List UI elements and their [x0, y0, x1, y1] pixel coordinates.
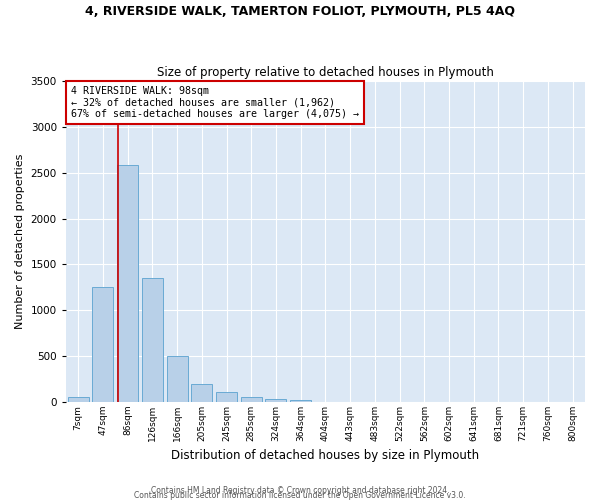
X-axis label: Distribution of detached houses by size in Plymouth: Distribution of detached houses by size …: [172, 450, 479, 462]
Bar: [117, 166, 138, 402]
Bar: [290, 400, 311, 402]
Bar: [142, 278, 163, 402]
Bar: [191, 384, 212, 402]
Text: Contains public sector information licensed under the Open Government Licence v3: Contains public sector information licen…: [134, 490, 466, 500]
Title: Size of property relative to detached houses in Plymouth: Size of property relative to detached ho…: [157, 66, 494, 78]
Text: 4 RIVERSIDE WALK: 98sqm
← 32% of detached houses are smaller (1,962)
67% of semi: 4 RIVERSIDE WALK: 98sqm ← 32% of detache…: [71, 86, 359, 119]
Bar: [241, 398, 262, 402]
Bar: [216, 392, 237, 402]
Bar: [167, 356, 188, 402]
Bar: [265, 400, 286, 402]
Text: Contains HM Land Registry data © Crown copyright and database right 2024.: Contains HM Land Registry data © Crown c…: [151, 486, 449, 495]
Text: 4, RIVERSIDE WALK, TAMERTON FOLIOT, PLYMOUTH, PL5 4AQ: 4, RIVERSIDE WALK, TAMERTON FOLIOT, PLYM…: [85, 5, 515, 18]
Bar: [68, 398, 89, 402]
Y-axis label: Number of detached properties: Number of detached properties: [15, 154, 25, 329]
Bar: [92, 288, 113, 402]
